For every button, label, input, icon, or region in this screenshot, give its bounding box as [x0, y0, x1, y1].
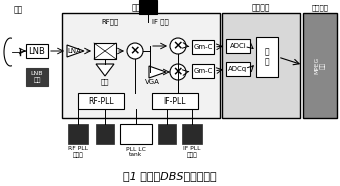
- Text: LNA: LNA: [67, 48, 81, 54]
- Text: ×: ×: [130, 44, 140, 57]
- Bar: [26, 68, 48, 86]
- Text: 主机芯片: 主机芯片: [311, 5, 328, 11]
- Bar: [222, 13, 300, 118]
- Bar: [94, 43, 116, 59]
- Bar: [139, 0, 157, 14]
- Text: LNB: LNB: [29, 46, 46, 55]
- Polygon shape: [67, 45, 84, 57]
- Text: RF-PLL: RF-PLL: [88, 97, 114, 105]
- Polygon shape: [149, 66, 166, 78]
- Text: PLL LC
tank: PLL LC tank: [126, 147, 146, 157]
- Text: VGA: VGA: [144, 79, 159, 85]
- Text: 解
调: 解 调: [265, 47, 269, 67]
- Bar: [68, 124, 88, 144]
- Text: 衰减: 衰减: [101, 79, 109, 85]
- Text: 调谐芯片: 调谐芯片: [132, 4, 150, 12]
- Bar: [158, 124, 176, 144]
- Bar: [78, 93, 124, 109]
- Text: 解调芯片: 解调芯片: [252, 4, 270, 12]
- Bar: [192, 40, 214, 54]
- Text: LNB
电源: LNB 电源: [31, 71, 43, 83]
- Text: MPEG
十片: MPEG 十片: [314, 56, 326, 73]
- Text: ×: ×: [173, 39, 183, 52]
- Bar: [96, 124, 114, 144]
- Bar: [192, 64, 214, 78]
- Bar: [226, 62, 250, 76]
- Bar: [226, 39, 250, 53]
- Text: ×: ×: [173, 65, 183, 78]
- Bar: [152, 93, 198, 109]
- Bar: [182, 124, 202, 144]
- Circle shape: [170, 64, 186, 80]
- Text: ADCq: ADCq: [228, 66, 248, 72]
- Bar: [26, 44, 48, 58]
- Text: ADCi: ADCi: [230, 43, 246, 49]
- Text: 图1 高中频DBS接收机结构: 图1 高中频DBS接收机结构: [123, 171, 217, 181]
- Polygon shape: [96, 64, 114, 76]
- Circle shape: [127, 43, 143, 59]
- Text: Gm-C: Gm-C: [193, 68, 213, 74]
- Bar: [256, 37, 278, 77]
- Text: Gm-C: Gm-C: [193, 44, 213, 50]
- Text: IF PLL
滤波器: IF PLL 滤波器: [183, 146, 201, 158]
- Text: RF混频: RF混频: [101, 19, 119, 25]
- Text: IF-PLL: IF-PLL: [164, 97, 186, 105]
- Bar: [120, 124, 152, 144]
- Bar: [303, 13, 337, 118]
- Circle shape: [170, 38, 186, 54]
- Text: RF PLL
滤波器: RF PLL 滤波器: [68, 146, 88, 158]
- Text: IF 混频: IF 混频: [152, 19, 168, 25]
- Bar: [62, 13, 220, 118]
- Text: 天线: 天线: [13, 6, 23, 15]
